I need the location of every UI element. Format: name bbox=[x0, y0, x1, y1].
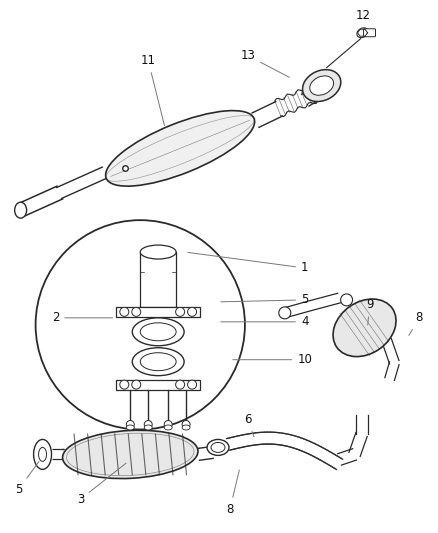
Text: 13: 13 bbox=[240, 49, 290, 77]
Circle shape bbox=[120, 308, 129, 317]
Circle shape bbox=[341, 294, 353, 306]
Ellipse shape bbox=[357, 28, 368, 38]
Ellipse shape bbox=[211, 442, 225, 453]
Circle shape bbox=[132, 308, 141, 317]
Ellipse shape bbox=[144, 425, 152, 430]
Ellipse shape bbox=[39, 447, 46, 462]
Ellipse shape bbox=[132, 348, 184, 376]
Text: 4: 4 bbox=[221, 316, 308, 328]
Ellipse shape bbox=[303, 70, 341, 101]
Ellipse shape bbox=[106, 111, 254, 186]
Circle shape bbox=[187, 308, 197, 317]
Ellipse shape bbox=[333, 299, 396, 357]
Ellipse shape bbox=[140, 245, 176, 259]
Ellipse shape bbox=[63, 430, 198, 479]
Circle shape bbox=[176, 308, 184, 317]
Circle shape bbox=[144, 421, 152, 429]
Ellipse shape bbox=[126, 425, 134, 430]
Text: 11: 11 bbox=[141, 54, 165, 126]
Ellipse shape bbox=[140, 323, 176, 341]
Circle shape bbox=[126, 421, 134, 429]
Bar bbox=[28, 440, 57, 469]
Text: 6: 6 bbox=[244, 413, 254, 437]
Ellipse shape bbox=[182, 425, 190, 430]
Ellipse shape bbox=[132, 318, 184, 346]
Bar bbox=[117, 307, 200, 317]
Ellipse shape bbox=[207, 439, 229, 455]
Circle shape bbox=[120, 380, 129, 389]
Bar bbox=[117, 379, 200, 390]
FancyBboxPatch shape bbox=[364, 29, 375, 37]
Circle shape bbox=[176, 380, 184, 389]
Ellipse shape bbox=[34, 439, 52, 470]
Text: 5: 5 bbox=[221, 293, 308, 306]
Text: 9: 9 bbox=[366, 298, 373, 325]
Ellipse shape bbox=[164, 425, 172, 430]
Circle shape bbox=[164, 421, 172, 429]
Circle shape bbox=[279, 307, 291, 319]
Text: 12: 12 bbox=[356, 9, 371, 30]
Circle shape bbox=[132, 380, 141, 389]
Ellipse shape bbox=[140, 353, 176, 370]
Circle shape bbox=[187, 380, 197, 389]
Text: 3: 3 bbox=[77, 463, 126, 506]
Text: 5: 5 bbox=[15, 462, 39, 496]
Ellipse shape bbox=[310, 76, 334, 95]
Text: 2: 2 bbox=[52, 311, 113, 325]
Text: 1: 1 bbox=[188, 253, 308, 274]
Circle shape bbox=[182, 421, 190, 429]
Text: 8: 8 bbox=[409, 311, 423, 335]
Ellipse shape bbox=[14, 202, 27, 218]
Text: 8: 8 bbox=[226, 470, 239, 516]
Bar bbox=[140, 252, 176, 307]
Text: 10: 10 bbox=[233, 353, 312, 366]
Circle shape bbox=[35, 220, 245, 430]
